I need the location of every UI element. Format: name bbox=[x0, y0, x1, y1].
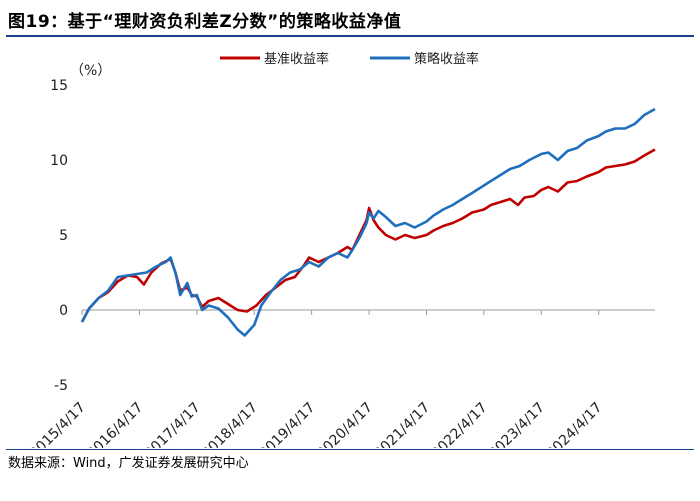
series-line-benchmark bbox=[80, 148, 656, 323]
series-group bbox=[80, 107, 656, 337]
y-axis-unit: （%） bbox=[70, 63, 111, 79]
figure-title: 图19：基于“理财资负利差Z分数”的策略收益净值 bbox=[8, 12, 402, 32]
source-note: 数据来源：Wind，广发证券发展研究中心 bbox=[8, 456, 249, 471]
chart-canvas: 基准收益率 策略收益率 （%） -5 0 5 10 15 2015/4/172016/4/… bbox=[27, 51, 656, 448]
legend: 基准收益率 策略收益率 bbox=[220, 51, 479, 67]
x-tick-label: 2019/4/17 bbox=[256, 400, 318, 448]
x-tick-label: 2024/4/17 bbox=[543, 400, 605, 448]
title-rule bbox=[6, 35, 694, 37]
x-tick-label: 2016/4/17 bbox=[84, 400, 146, 448]
y-tick-label: -5 bbox=[54, 378, 68, 394]
x-tick-label: 2021/4/17 bbox=[371, 400, 433, 448]
x-tick-label: 2017/4/17 bbox=[142, 400, 204, 448]
x-axis: 2015/4/172016/4/172017/4/172018/4/172019… bbox=[27, 309, 655, 448]
x-tick-label: 2023/4/17 bbox=[486, 400, 548, 448]
y-tick-label: 15 bbox=[50, 78, 68, 94]
legend-label: 策略收益率 bbox=[414, 51, 479, 67]
x-tick-label: 2020/4/17 bbox=[314, 400, 376, 448]
y-tick-label: 0 bbox=[59, 303, 68, 319]
x-tick-label: 2018/4/17 bbox=[199, 400, 261, 448]
y-axis: -5 0 5 10 15 bbox=[50, 78, 68, 394]
x-tick-label: 2022/4/17 bbox=[429, 400, 491, 448]
legend-label: 基准收益率 bbox=[264, 51, 329, 67]
figure-header: 图19：基于“理财资负利差Z分数”的策略收益净值 bbox=[6, 4, 694, 37]
footer-rule bbox=[6, 449, 694, 450]
y-tick-label: 5 bbox=[59, 228, 68, 244]
x-tick-label: 2015/4/17 bbox=[27, 400, 89, 448]
y-tick-label: 10 bbox=[50, 153, 68, 169]
series-line-strategy bbox=[80, 107, 656, 337]
